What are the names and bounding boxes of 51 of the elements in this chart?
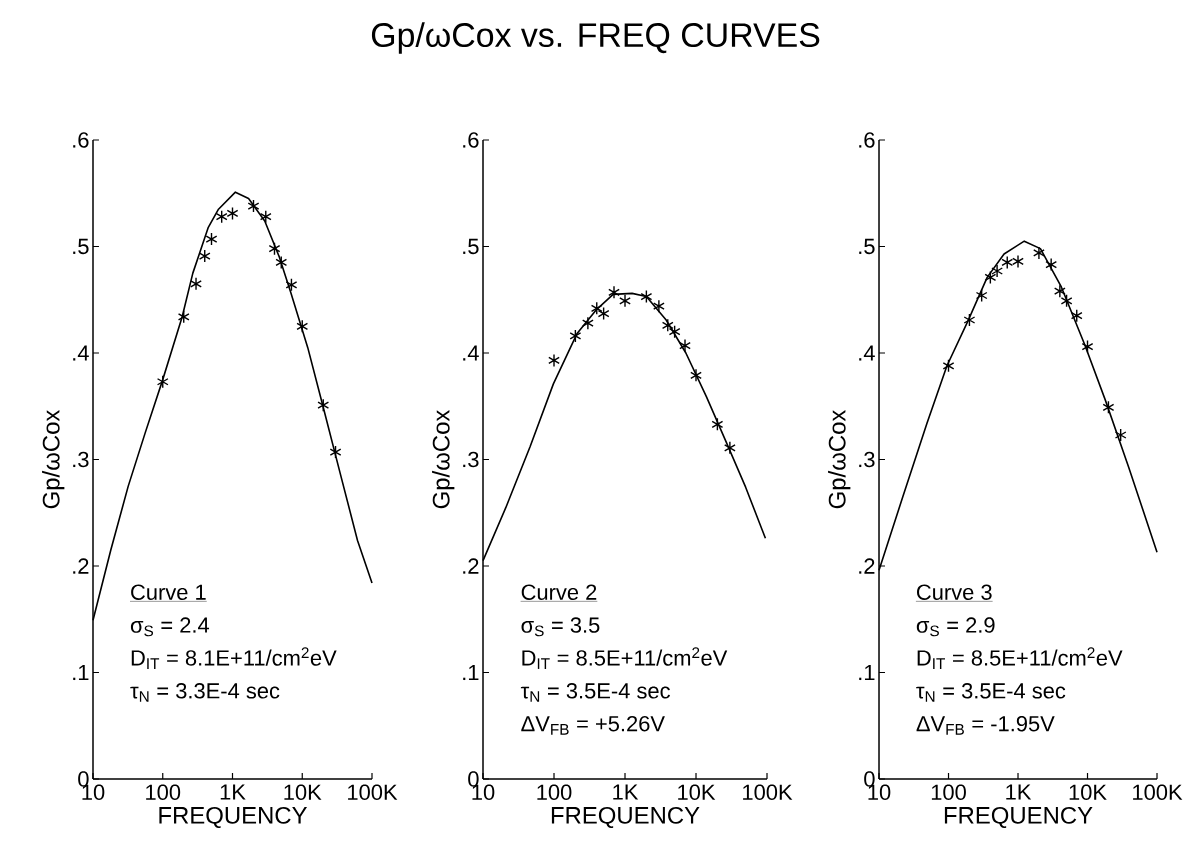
y-tick-label: .6 [73,132,89,148]
x-tick-label: 1K [1006,784,1032,800]
y-tick-label: .2 [859,558,875,574]
x-tick-label: 100 [537,784,572,801]
annotation: Curve 3 [917,584,992,600]
y-axis-title: Gp/ωCox [42,409,65,509]
annotation: D$_{IT}$ = 8.1E+11/cm$^{2}$eV [131,647,337,669]
x-axis-title: FREQUENCY [944,806,1093,829]
annotation: D$_{IT}$ = 8.5E+11/cm$^{2}$eV [917,647,1123,669]
y-tick-label: .4 [859,345,875,361]
y-tick-label: .3 [463,451,479,468]
annotation: σ$_{S}$ = 2.4 [130,617,210,637]
annotation: Curve 1 [131,584,206,600]
y-tick-label: .1 [73,664,89,681]
y-tick-label: .6 [463,132,479,148]
x-tick-label: 10K [1069,784,1107,801]
y-tick-label: .3 [73,451,89,468]
y-tick-label: .1 [859,664,875,681]
y-tick-label: .6 [859,132,875,148]
annotation: Curve 2 [521,584,597,600]
y-tick-label: .5 [463,238,479,255]
x-axis-title: FREQUENCY [551,806,700,829]
chart-title: Gp/ωCox vs. FREQ CURVES [371,22,820,54]
y-tick-label: .5 [73,238,89,255]
y-axis-title: Gp/ωCox [432,409,455,509]
y-tick-label: .4 [73,345,89,361]
y-axis-title: Gp/ωCox [828,409,851,509]
annotation: τ$_{N}$ = 3.5E-4 sec [520,683,670,702]
annotation: σ$_{S}$ = 3.5 [521,617,600,637]
x-axis-title: FREQUENCY [159,806,308,829]
annotation: τ$_{N}$ = 3.5E-4 sec [916,683,1066,702]
y-tick-label: .2 [463,558,479,574]
annotation: σ$_{S}$ = 2.9 [916,617,995,637]
annotation: τ$_{N}$ = 3.3E-4 sec [130,683,280,702]
annotation: ΔV$_{FB}$ = +5.26V [521,715,665,735]
annotation: D$_{IT}$ = 8.5E+11/cm$^{2}$eV [522,647,728,669]
x-tick-label: 10K [284,784,322,801]
y-tick-label: .5 [859,238,875,255]
x-tick-label: 100K [348,784,398,801]
x-tick-label: 1K [613,784,639,800]
y-tick-label: .2 [73,558,89,574]
x-tick-label: 100K [1133,784,1183,801]
y-tick-label: .1 [463,664,479,681]
x-tick-label: 10K [678,784,716,801]
y-tick-label: .4 [463,345,479,361]
annotation: ΔV$_{FB}$ = -1.95V [916,715,1055,735]
y-tick-label: .3 [859,451,875,468]
x-tick-label: 1K [220,784,246,800]
x-tick-label: 100 [931,784,966,801]
x-tick-label: 100K [743,784,793,801]
x-tick-label: 100 [146,784,181,801]
